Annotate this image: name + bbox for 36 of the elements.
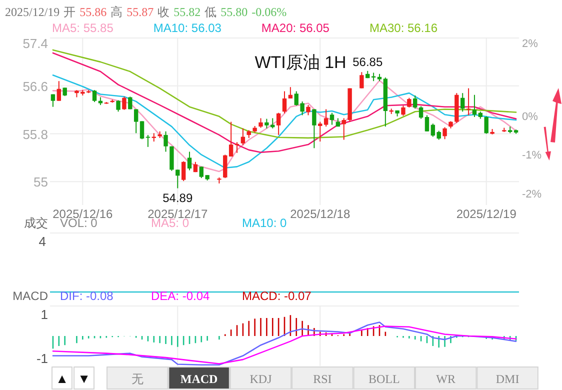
text: MACD (180, 372, 218, 386)
text: ▲ (56, 371, 68, 386)
y-tick-label: 56.6 (22, 78, 48, 94)
text: MA30: 56.16 (369, 21, 438, 35)
text: 无 (131, 372, 144, 386)
annotation: 54.89 (162, 191, 193, 206)
legend-title: 成交 (24, 216, 48, 230)
y-axis-title: MACD (12, 289, 48, 303)
text: DMI (496, 372, 520, 386)
x-tick-label: 2025/12/19 (456, 207, 517, 221)
text: DEA: -0.04 (151, 289, 210, 303)
y2-tick-label: -2% (522, 188, 542, 200)
y2-tick-label: -1% (522, 150, 542, 162)
text: 4 (38, 234, 46, 249)
text: MA5: 55.85 (52, 21, 114, 35)
y2-tick-label: 0% (522, 111, 538, 124)
text: WTI原油 1H (254, 53, 346, 72)
text: ▼ (78, 371, 90, 386)
text: DIF: -0.08 (60, 289, 114, 303)
text: RSI (313, 372, 332, 386)
y2-tick-label: 2% (522, 38, 538, 50)
series-label: MACD: -0.07 (242, 289, 312, 303)
y-tick-label: 55.8 (22, 126, 48, 142)
legend-label: MA10: 0 (242, 216, 288, 230)
y-tick-label: 57.4 (22, 36, 48, 51)
y-tick-label: 1 (40, 306, 48, 322)
text: 2025/12/19 开 55.86 高 55.87 收 55.82 低 55.80 -0.06% (5, 5, 287, 19)
text: BOLL (368, 372, 400, 386)
y-tick-label: 55 (34, 174, 48, 190)
text: MA10: 56.03 (153, 21, 222, 35)
text: MA20: 56.05 (261, 21, 330, 35)
x-tick-label: 2025/12/18 (290, 207, 350, 221)
text: KDJ (250, 372, 272, 386)
y-tick-label: -1 (36, 351, 48, 366)
annotation: 56.85 (352, 54, 383, 69)
text: WR (436, 372, 456, 386)
